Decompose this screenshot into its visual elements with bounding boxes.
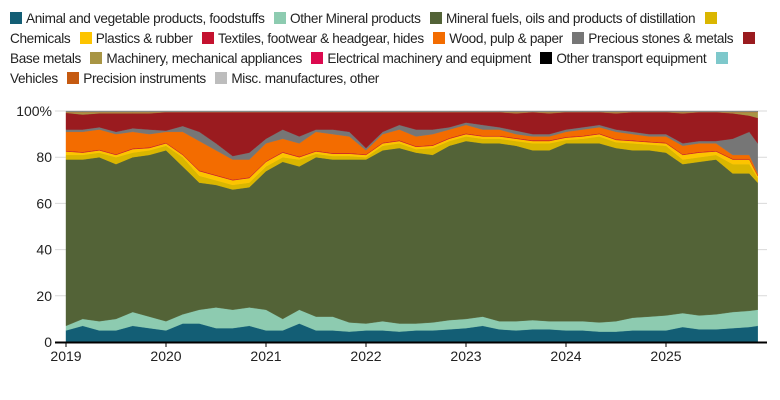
legend-swatch (311, 52, 324, 64)
legend-swatch (704, 12, 717, 24)
legend-label: Chemicals (10, 31, 71, 46)
legend-item: Base metals (10, 31, 759, 66)
legend-label: Textiles, footwear & headgear, hides (218, 31, 424, 46)
x-tick-label: 2025 (650, 348, 681, 364)
legend-label: Other transport equipment (556, 51, 707, 66)
legend-item: Textiles, footwear & headgear, hides (202, 31, 424, 46)
legend-item: Precision instruments (67, 71, 206, 86)
legend-swatch (215, 72, 228, 84)
legend-item: Other Mineral products (274, 11, 421, 26)
legend-swatch (715, 52, 728, 64)
legend-item: Chemicals (10, 11, 721, 46)
y-tick-label: 60 (36, 195, 52, 211)
x-tick-label: 2023 (450, 348, 481, 364)
legend-label: Wood, pulp & paper (449, 31, 563, 46)
chart-legend: Animal and vegetable products, foodstuff… (10, 9, 770, 89)
legend-item: Misc. manufactures, other (215, 71, 379, 86)
x-tick-label: 2024 (550, 348, 581, 364)
legend-item: Wood, pulp & paper (433, 31, 563, 46)
x-tick-label: 2019 (50, 348, 81, 364)
legend-item: Other transport equipment (540, 51, 707, 66)
legend-label: Misc. manufactures, other (231, 71, 379, 86)
legend-label: Machinery, mechanical appliances (106, 51, 302, 66)
legend-label: Precious stones & metals (588, 31, 734, 46)
legend-label: Other Mineral products (290, 11, 421, 26)
legend-item: Plastics & rubber (79, 31, 193, 46)
legend-label: Animal and vegetable products, foodstuff… (26, 11, 265, 26)
x-tick-label: 2022 (350, 348, 381, 364)
legend-label: Mineral fuels, oils and products of dist… (446, 11, 696, 26)
area-series (65, 140, 758, 327)
legend-swatch (742, 32, 755, 44)
y-tick-label: 100% (16, 103, 52, 119)
legend-item: Electrical machinery and equipment (311, 51, 531, 66)
legend-item: Machinery, mechanical appliances (90, 51, 302, 66)
legend-swatch (274, 12, 286, 24)
legend-label: Vehicles (10, 71, 58, 86)
legend-item: Vehicles (10, 51, 732, 86)
legend-item: Animal and vegetable products, foodstuff… (10, 11, 265, 26)
y-tick-label: 0 (44, 334, 52, 350)
legend-label: Plastics & rubber (95, 31, 193, 46)
legend-swatch (202, 32, 214, 44)
y-tick-label: 80 (36, 149, 52, 165)
legend-item: Precious stones & metals (572, 31, 734, 46)
y-tick-label: 20 (36, 288, 52, 304)
y-tick-label: 40 (36, 242, 52, 258)
legend-swatch (540, 52, 553, 64)
x-tick-label: 2020 (150, 348, 181, 364)
legend-swatch (79, 32, 92, 44)
legend-swatch (10, 12, 22, 24)
x-tick-label: 2021 (250, 348, 281, 364)
legend-swatch (90, 52, 103, 64)
legend-label: Precision instruments (83, 71, 206, 86)
legend-label: Electrical machinery and equipment (327, 51, 531, 66)
legend-swatch (433, 32, 446, 44)
legend-swatch (572, 32, 585, 44)
legend-swatch (67, 72, 80, 84)
legend-label: Base metals (10, 51, 81, 66)
legend-swatch (430, 12, 442, 24)
legend-item: Mineral fuels, oils and products of dist… (430, 11, 696, 26)
